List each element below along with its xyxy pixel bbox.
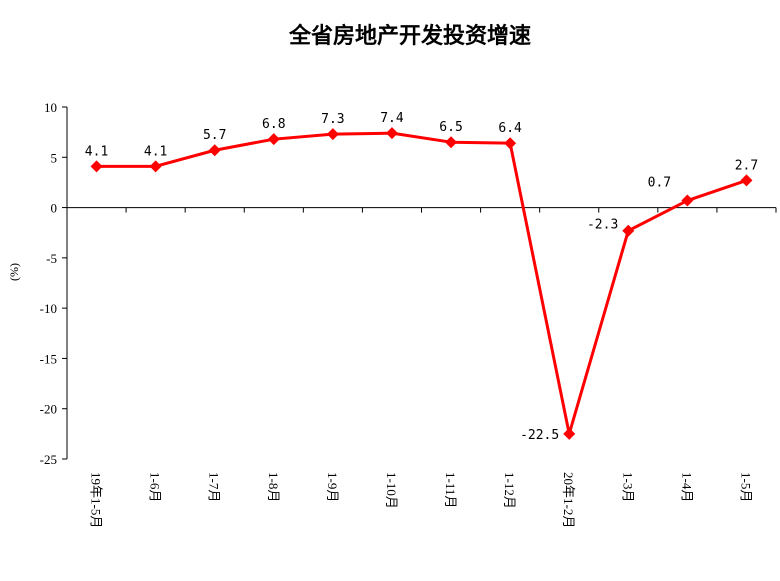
axes [62, 106, 777, 460]
x-tick-label: 1-10月 [384, 472, 399, 509]
x-tick-label: 1-4月 [679, 472, 694, 502]
data-label: 6.8 [262, 117, 285, 132]
data-label: 0.7 [648, 176, 671, 191]
x-tick-label: 1-11月 [443, 472, 458, 508]
data-label: 2.7 [735, 158, 758, 173]
series-line [96, 131, 747, 436]
y-tick-label: -20 [40, 402, 57, 417]
x-tick-label: 1-9月 [325, 472, 340, 502]
y-tick-labels: 10 5 0 -5 -10 -15 -20 -25 [40, 100, 57, 467]
data-point [622, 224, 635, 237]
data-point [740, 174, 753, 187]
x-tick-label: 20年1-2月 [561, 472, 576, 528]
data-label: 7.3 [321, 112, 344, 127]
data-point [445, 136, 458, 149]
data-point [681, 194, 694, 207]
chart-title: 全省房地产开发投资增速 [288, 23, 531, 49]
y-tick-label: 10 [44, 100, 57, 115]
x-tick-label: 19年1-5月 [89, 472, 104, 528]
data-label: 4.1 [144, 144, 167, 159]
y-tick-label: -25 [40, 452, 57, 467]
x-tick-label: 1-5月 [738, 472, 753, 502]
data-point [149, 160, 162, 173]
data-point [504, 137, 517, 150]
y-tick-label: 0 [51, 201, 58, 216]
x-tick-label: 1-6月 [148, 472, 163, 502]
y-axis-label: (%) [7, 263, 21, 281]
y-tick-label: 5 [51, 150, 58, 165]
y-tick-label: -15 [40, 351, 57, 366]
data-label: 5.7 [203, 128, 226, 143]
x-tick-label: 1-7月 [207, 472, 222, 502]
data-label: 7.4 [380, 111, 404, 126]
y-tick-label: -10 [40, 301, 57, 316]
data-label: -2.3 [587, 218, 618, 233]
data-point [385, 127, 398, 140]
data-labels: 4.1 4.1 5.7 6.8 7.3 7.4 6.5 6.4 -22.5 -2.3 0.7 2.7 [85, 111, 758, 443]
data-label: 4.1 [85, 144, 108, 159]
x-tick-labels: 19年1-5月 1-6月 1-7月 1-8月 1-9月 1-10月 1-11月 1-12月 20… [89, 472, 754, 528]
series-markers [90, 127, 753, 440]
data-point [90, 160, 103, 173]
x-tick-label: 1-12月 [502, 472, 517, 509]
x-tick-label: 1-3月 [620, 472, 635, 502]
x-tick-label: 1-8月 [266, 472, 281, 502]
data-label: 6.4 [498, 121, 522, 136]
y-tick-label: -5 [46, 251, 57, 266]
data-point [208, 144, 221, 157]
data-label: -22.5 [520, 428, 559, 443]
data-point [563, 427, 576, 440]
data-point [326, 128, 339, 141]
data-point [267, 133, 280, 146]
data-label: 6.5 [439, 120, 462, 135]
